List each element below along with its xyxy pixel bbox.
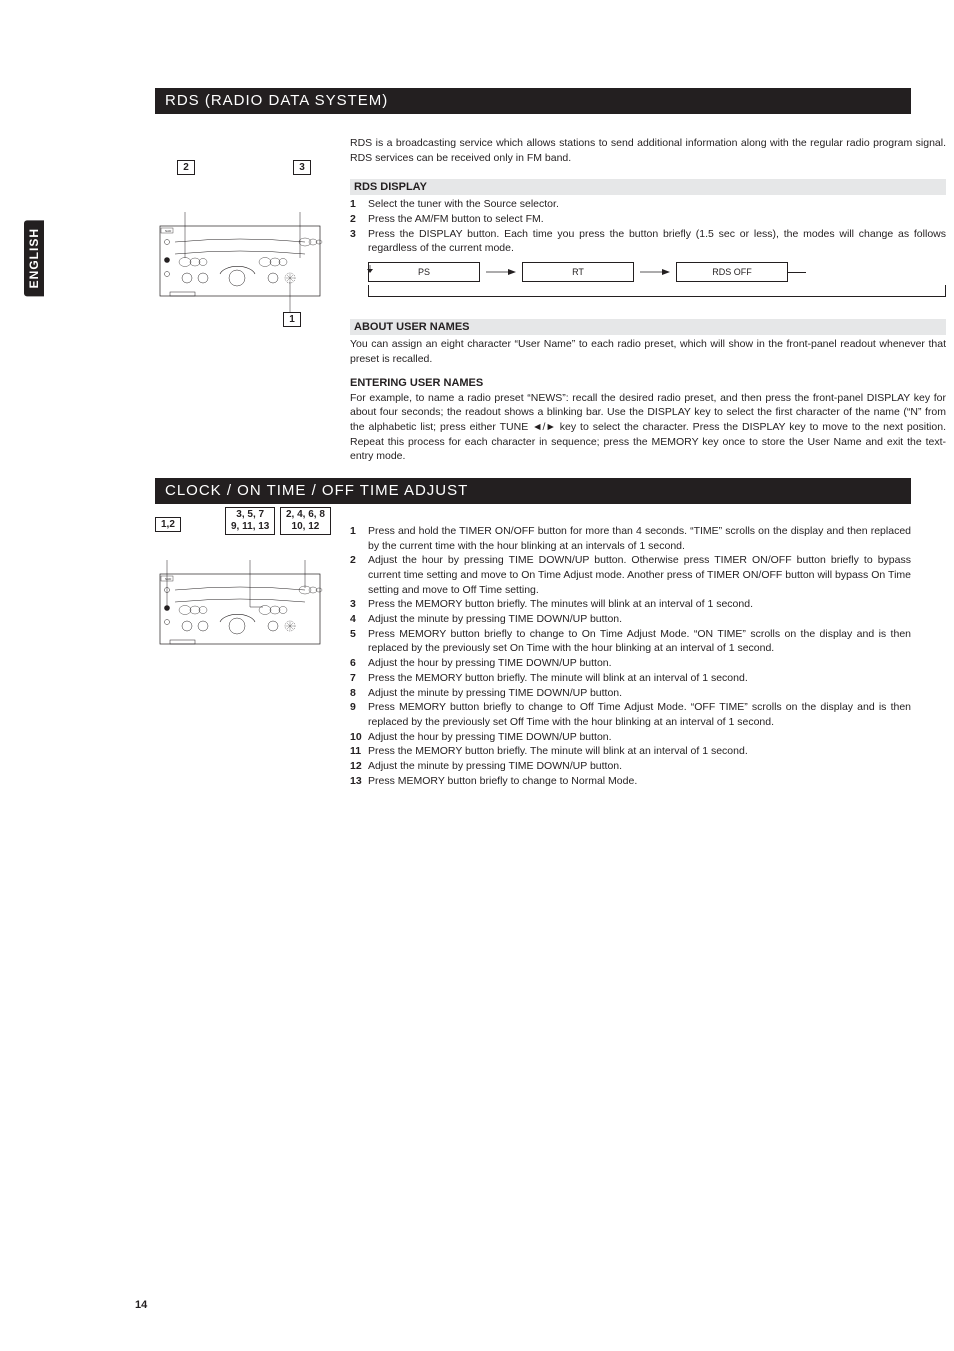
rds-intro-text: RDS is a broadcasting service which allo… [350, 136, 946, 165]
entering-user-names-text: For example, to name a radio preset “NEW… [350, 391, 946, 464]
clock-steps: 1Press and hold the TIMER ON/OFF button … [350, 524, 911, 788]
language-tab: ENGLISH [24, 220, 44, 296]
callout-c1: 1,2 [155, 517, 181, 532]
callout-c2: 3, 5, 7 9, 11, 13 [225, 507, 275, 535]
section-title-rds: RDS (RADIO DATA SYSTEM) [155, 88, 911, 114]
callout-3: 3 [293, 160, 311, 175]
page-number: 14 [135, 1299, 147, 1311]
entering-user-names-subhead: ENTERING USER NAMES [350, 377, 946, 389]
arrow-icon [640, 268, 670, 276]
clock-device-illustration: 1,2 3, 5, 7 9, 11, 13 2, 4, 6, 8 10, 12 … [155, 504, 350, 788]
device-front-svg-2: NAD [155, 560, 325, 650]
rds-display-subhead: RDS DISPLAY [350, 179, 946, 195]
rds-display-steps: 1Select the tuner with the Source select… [350, 197, 946, 256]
arrow-icon [486, 268, 516, 276]
callout-2: 2 [177, 160, 195, 175]
rds-device-illustration: 2 3 NAD [155, 114, 350, 478]
flow-ps: PS [368, 262, 480, 282]
about-user-names-subhead: ABOUT USER NAMES [350, 319, 946, 335]
flow-rt: RT [522, 262, 634, 282]
svg-text:NAD: NAD [165, 577, 172, 581]
flow-rdsoff: RDS OFF [676, 262, 788, 282]
svg-text:NAD: NAD [165, 229, 172, 233]
rds-mode-flow: PS RT RDS OFF [350, 262, 946, 297]
about-user-names-text: You can assign an eight character “User … [350, 337, 946, 366]
section-title-clock: CLOCK / ON TIME / OFF TIME ADJUST [155, 478, 911, 504]
device-front-svg: NAD [155, 212, 325, 322]
callout-c3: 2, 4, 6, 8 10, 12 [280, 507, 331, 535]
callout-1: 1 [283, 312, 301, 327]
